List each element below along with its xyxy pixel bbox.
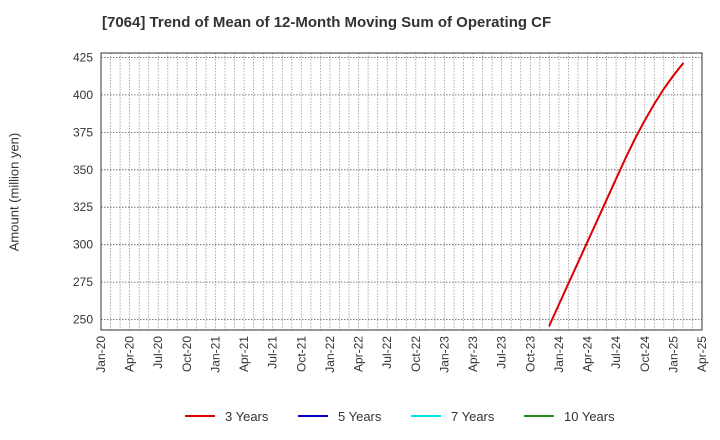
y-tick-label: 400 [73, 88, 93, 102]
y-tick-label: 275 [73, 275, 93, 289]
x-tick-label: Oct-24 [638, 336, 652, 372]
x-tick-label: Apr-20 [123, 336, 137, 372]
legend-item-10-years: 10 Years [524, 406, 615, 426]
legend-swatch-3-years [185, 415, 215, 417]
x-tick-label: Jul-23 [495, 336, 509, 369]
x-tick-label: Oct-22 [409, 336, 423, 372]
x-tick-label: Jan-20 [94, 336, 108, 373]
x-tick-label: Apr-21 [237, 336, 251, 372]
legend-swatch-5-years [298, 415, 328, 417]
y-tick-label: 300 [73, 238, 93, 252]
legend-label-5-years: 5 Years [338, 408, 382, 424]
legend: 3 Years 5 Years 7 Years 10 Years [0, 406, 720, 426]
y-tick-labels: 250 275 300 325 350 375 400 425 [73, 51, 93, 327]
legend-item-3-years: 3 Years [185, 406, 268, 426]
x-tick-label: Apr-24 [581, 336, 595, 372]
y-tick-label: 350 [73, 163, 93, 177]
legend-label-7-years: 7 Years [451, 408, 495, 424]
x-tick-label: Jul-21 [266, 336, 280, 369]
x-tick-label: Jul-20 [151, 336, 165, 369]
x-tick-label: Jan-22 [323, 336, 337, 373]
legend-label-3-years: 3 Years [225, 408, 269, 424]
x-tick-label: Oct-21 [294, 336, 308, 372]
y-tick-label: 375 [73, 125, 93, 139]
legend-item-5-years: 5 Years [298, 406, 381, 426]
legend-item-7-years: 7 Years [411, 406, 494, 426]
x-tick-label: Jan-21 [209, 336, 223, 373]
x-tick-label: Jan-25 [666, 336, 680, 373]
legend-label-10-years: 10 Years [564, 408, 615, 424]
y-tick-label: 425 [73, 51, 93, 65]
chart-title: [7064] Trend of Mean of 12-Month Moving … [102, 14, 552, 31]
x-tick-label: Jul-22 [380, 336, 394, 369]
x-tick-label: Oct-20 [180, 336, 194, 372]
x-tick-label: Apr-25 [695, 336, 709, 372]
legend-swatch-10-years [524, 415, 554, 417]
legend-swatch-7-years [411, 415, 441, 417]
y-tick-label: 250 [73, 313, 93, 327]
x-tick-label: Jan-24 [552, 336, 566, 373]
x-tick-label: Jul-24 [609, 336, 623, 369]
x-tick-labels: Jan-20 Apr-20 Jul-20 Oct-20 Jan-21 Apr-21 Jul-… [94, 336, 709, 373]
x-tick-label: Oct-23 [523, 336, 537, 372]
y-tick-label: 325 [73, 200, 93, 214]
grid [101, 53, 702, 330]
x-tick-label: Apr-22 [352, 336, 366, 372]
x-tick-label: Jan-23 [437, 336, 451, 373]
plot-frame [100, 52, 703, 331]
series-line-3-years [548, 62, 684, 327]
x-tick-label: Apr-23 [466, 336, 480, 372]
series-lines [548, 62, 684, 327]
